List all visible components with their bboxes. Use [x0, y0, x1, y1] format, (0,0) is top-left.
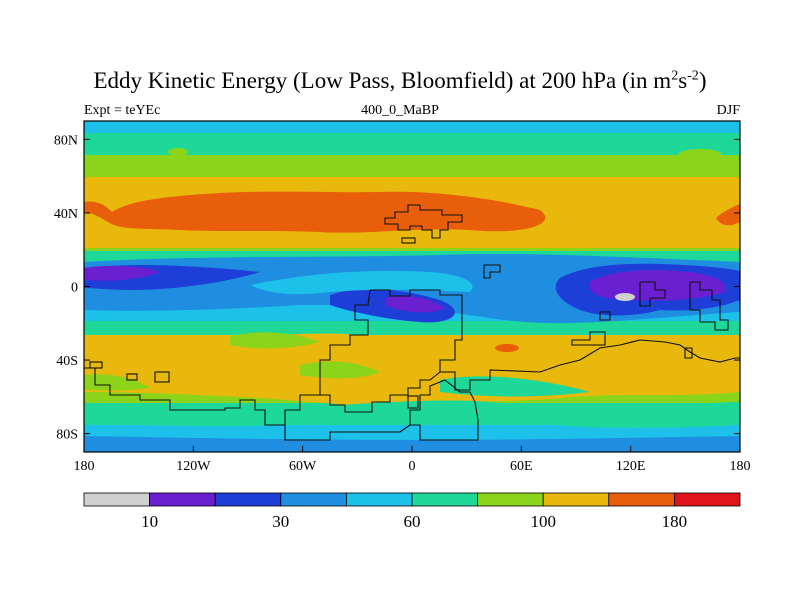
latitude-axis: 80N 40N 0 40S 80S — [54, 133, 740, 443]
lat-tick-label: 80S — [56, 428, 78, 443]
lon-tick-label: 180 — [74, 459, 95, 474]
colorbar-label: 60 — [404, 512, 421, 531]
season-label: DJF — [716, 103, 740, 118]
band-south-teal — [84, 321, 740, 335]
north-jet-core — [84, 191, 546, 233]
lat-tick-label: 40N — [54, 207, 78, 222]
experiment-label: Expt = teYEc — [84, 103, 161, 118]
colorbar: 10 30 60 100 180 — [83, 492, 741, 531]
colorbar-swatch-4 — [345, 492, 413, 507]
colorbar-label: 180 — [662, 512, 688, 531]
lon-tick-label: 120W — [176, 459, 211, 474]
lat-tick-label: 0 — [71, 281, 78, 296]
band-arctic-cyan — [84, 121, 740, 133]
longitude-axis: 180 120W 60W 0 60E 120E 180 — [74, 446, 751, 474]
colorbar-swatch-8 — [608, 492, 675, 507]
colorbar-label: 30 — [272, 512, 289, 531]
colorbar-label: 100 — [530, 512, 556, 531]
chart-subtitle: 400_0_MaBP — [361, 103, 439, 118]
lon-tick-label: 60W — [289, 459, 317, 474]
colorbar-swatch-1 — [149, 492, 216, 507]
continent-south-coast — [84, 367, 320, 426]
colorbar-swatch-9 — [674, 492, 741, 507]
continent-north — [384, 204, 463, 239]
lon-tick-label: 0 — [409, 459, 416, 474]
colorbar-swatch-0 — [83, 492, 150, 507]
minimum-spot — [615, 293, 635, 301]
band-north-green — [84, 155, 740, 177]
colorbar-label: 10 — [141, 512, 158, 531]
colorbar-swatch-3 — [280, 492, 347, 507]
colorbar-swatch-2 — [214, 492, 282, 507]
continent-outlines — [84, 204, 740, 441]
lon-tick-label: 60E — [510, 459, 533, 474]
chart-title: Eddy Kinetic Energy (Low Pass, Bloomfiel… — [93, 68, 707, 93]
lon-tick-label: 180 — [730, 459, 751, 474]
continent-south-west — [319, 289, 441, 413]
colorbar-swatch-7 — [542, 492, 610, 507]
lat-tick-label: 80N — [54, 133, 78, 148]
colorbar-swatch-5 — [411, 492, 478, 507]
lon-tick-label: 120E — [616, 459, 646, 474]
antarctic-blue — [84, 436, 740, 452]
colorbar-swatch-6 — [477, 492, 544, 507]
lat-tick-label: 40S — [56, 354, 78, 369]
continent-south-main — [370, 289, 740, 391]
eke-contour-field — [84, 121, 740, 452]
band-high-north — [84, 133, 740, 155]
